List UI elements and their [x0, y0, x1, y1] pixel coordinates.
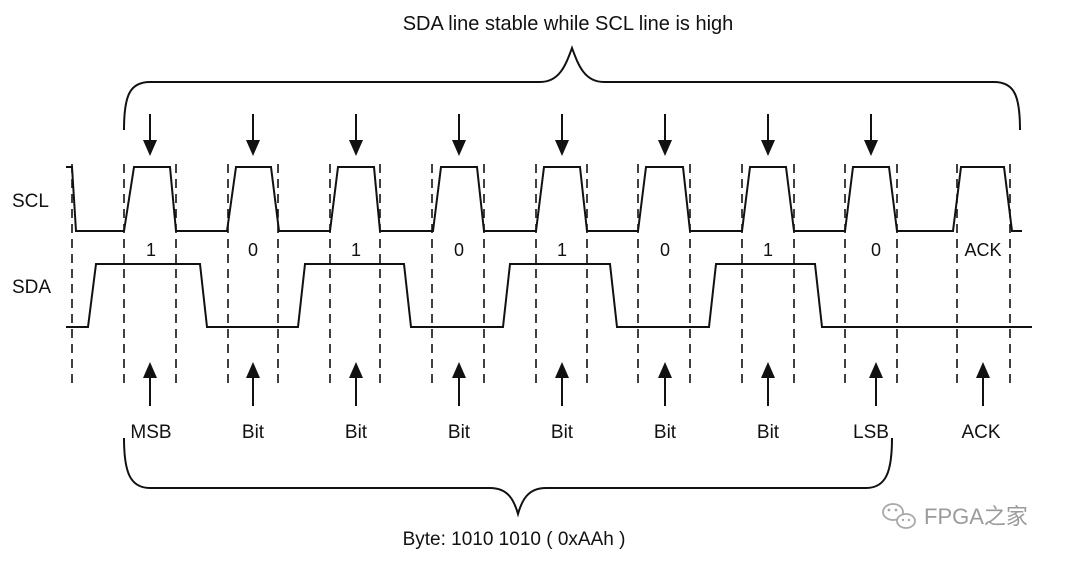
bit-name-lsb: LSB	[853, 422, 889, 443]
bit-value-3: 1	[351, 240, 361, 260]
bit-value-1: 1	[146, 240, 156, 260]
bit-name-2: Bit	[242, 422, 265, 443]
up-arrow-4	[452, 362, 466, 406]
bit-name-5: Bit	[551, 422, 574, 443]
bit-name-4: Bit	[448, 422, 471, 443]
up-arrow-1	[143, 362, 157, 406]
up-arrow-5	[555, 362, 569, 406]
bit-name-msb: MSB	[130, 422, 171, 443]
watermark-text: FPGA之家	[924, 504, 1028, 529]
bit-names: MSB Bit Bit Bit Bit Bit Bit LSB ACK	[130, 422, 1000, 443]
bit-value-7: 1	[763, 240, 773, 260]
byte-caption: Byte: 1010 1010 ( 0xAAh )	[403, 529, 626, 550]
down-arrow-3	[349, 114, 363, 156]
up-arrow-3	[349, 362, 363, 406]
bit-value-2: 0	[248, 240, 258, 260]
sda-waveform	[66, 263, 1032, 328]
scl-waveform	[66, 166, 1022, 232]
down-arrows	[143, 114, 878, 156]
dashed-guides	[71, 164, 1011, 384]
bit-values: 1 0 1 0 1 0 1 0 ACK	[146, 240, 1002, 260]
bit-name-7: Bit	[757, 422, 780, 443]
watermark: FPGA之家	[882, 503, 1028, 529]
chat-bubbles-icon	[882, 503, 916, 529]
bit-name-ack: ACK	[961, 422, 1000, 443]
up-arrow-2	[246, 362, 260, 406]
down-arrow-2	[246, 114, 260, 156]
down-arrow-4	[452, 114, 466, 156]
bit-value-6: 0	[660, 240, 670, 260]
down-arrow-5	[555, 114, 569, 156]
scl-label: SCL	[12, 191, 49, 212]
up-arrow-7	[761, 362, 775, 406]
bit-value-4: 0	[454, 240, 464, 260]
down-arrow-6	[658, 114, 672, 156]
bit-value-5: 1	[557, 240, 567, 260]
up-arrows	[143, 362, 990, 406]
bit-value-8: 0	[871, 240, 881, 260]
diagram-title: SDA line stable while SCL line is high	[403, 13, 734, 35]
bit-name-3: Bit	[345, 422, 368, 443]
down-arrow-7	[761, 114, 775, 156]
up-arrow-8	[869, 362, 883, 406]
bottom-brace	[123, 437, 893, 518]
top-brace	[123, 45, 1021, 131]
down-arrow-1	[143, 114, 157, 156]
up-arrow-6	[658, 362, 672, 406]
sda-label: SDA	[12, 277, 51, 298]
down-arrow-8	[864, 114, 878, 156]
bit-name-6: Bit	[654, 422, 677, 443]
up-arrow-9	[976, 362, 990, 406]
bit-value-ack: ACK	[964, 240, 1001, 260]
